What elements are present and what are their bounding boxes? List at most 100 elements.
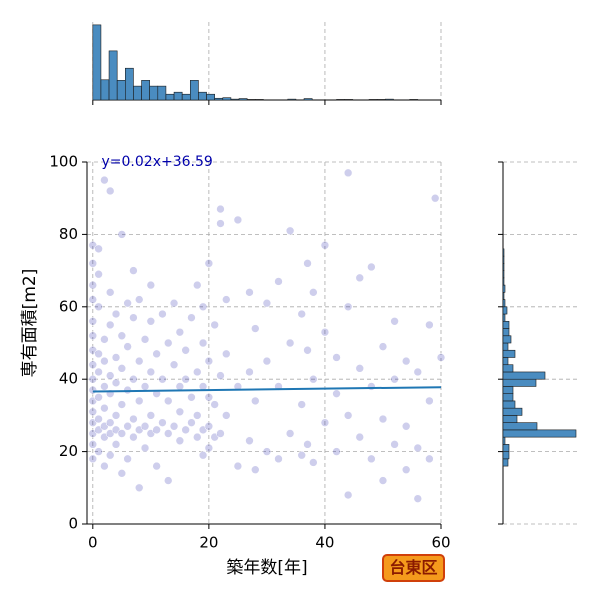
point	[94, 349, 103, 359]
point	[320, 240, 330, 250]
point	[134, 396, 144, 406]
point	[436, 353, 446, 362]
hist-bar	[141, 80, 150, 101]
hist-bar	[502, 357, 509, 366]
hist-bar	[502, 292, 505, 300]
point	[303, 440, 312, 449]
point	[198, 338, 208, 348]
point	[221, 411, 231, 420]
point	[169, 360, 179, 370]
hist-bar	[189, 80, 199, 101]
point	[129, 414, 138, 424]
point	[390, 374, 399, 384]
point	[297, 400, 307, 409]
point	[367, 382, 376, 391]
point	[129, 266, 138, 275]
point	[105, 450, 115, 460]
hist-bar	[376, 99, 386, 101]
point	[378, 476, 388, 485]
hist-bar	[173, 91, 183, 101]
hist-bar	[502, 444, 510, 452]
point	[152, 461, 161, 471]
badge: 台東区	[382, 554, 445, 582]
hist-bar	[149, 85, 159, 101]
point	[233, 461, 243, 471]
point	[134, 356, 144, 366]
point	[146, 367, 156, 377]
point	[343, 168, 353, 178]
hist-bar	[502, 371, 546, 380]
point	[320, 418, 330, 427]
hist-bar	[502, 349, 516, 358]
hist-bar	[108, 50, 118, 101]
point	[163, 396, 173, 406]
point	[134, 295, 144, 304]
point	[123, 421, 132, 431]
point	[105, 186, 115, 196]
point	[332, 389, 341, 398]
hist-bar	[336, 99, 345, 101]
point	[88, 440, 98, 449]
point	[123, 385, 132, 395]
hist-bar	[502, 320, 510, 329]
point	[123, 454, 132, 464]
hist-bar	[502, 299, 506, 308]
point	[297, 309, 307, 319]
hist-bar	[502, 284, 506, 293]
point	[94, 269, 103, 279]
point	[413, 367, 423, 377]
point	[187, 313, 196, 322]
x-tick-label: 60	[431, 534, 450, 552]
point	[146, 316, 156, 326]
point	[343, 302, 353, 312]
point	[94, 367, 103, 377]
point	[117, 400, 127, 409]
point	[181, 345, 190, 355]
point	[285, 226, 295, 236]
point	[245, 288, 254, 297]
hist-bar	[198, 91, 207, 101]
point	[175, 436, 185, 446]
point	[378, 342, 388, 351]
point	[198, 450, 208, 460]
hist-bar	[502, 386, 514, 394]
point	[355, 273, 365, 283]
point	[88, 407, 98, 417]
point	[158, 418, 167, 427]
point	[192, 411, 202, 420]
y-tick-label: 60	[59, 297, 78, 315]
point	[111, 411, 121, 420]
point	[152, 425, 161, 435]
point	[192, 280, 202, 290]
hist-bar	[230, 98, 240, 101]
hist-bar	[133, 85, 142, 101]
y-tick-label: 0	[68, 515, 78, 533]
point	[152, 349, 161, 359]
point	[210, 400, 219, 409]
point	[123, 342, 132, 351]
hist-bar	[181, 93, 191, 101]
point	[425, 396, 434, 406]
point	[204, 259, 214, 268]
hist-bar	[409, 99, 419, 101]
hist-bar	[287, 98, 297, 101]
hist-bar	[502, 313, 506, 322]
point	[192, 432, 202, 442]
y-tick-label: 40	[59, 370, 78, 388]
point	[111, 309, 121, 319]
hist-bar	[222, 97, 232, 101]
x-axis-label: 築年数[年]	[226, 558, 307, 578]
point	[88, 374, 98, 384]
point	[401, 465, 411, 475]
point	[94, 414, 103, 424]
point	[88, 280, 98, 290]
point	[303, 345, 312, 355]
point	[221, 295, 231, 304]
point	[274, 277, 283, 286]
badge-label: 台東区	[389, 558, 437, 577]
point	[250, 324, 260, 333]
point	[146, 411, 156, 420]
point	[88, 454, 98, 464]
hist-bar	[502, 364, 514, 373]
point	[192, 367, 202, 377]
